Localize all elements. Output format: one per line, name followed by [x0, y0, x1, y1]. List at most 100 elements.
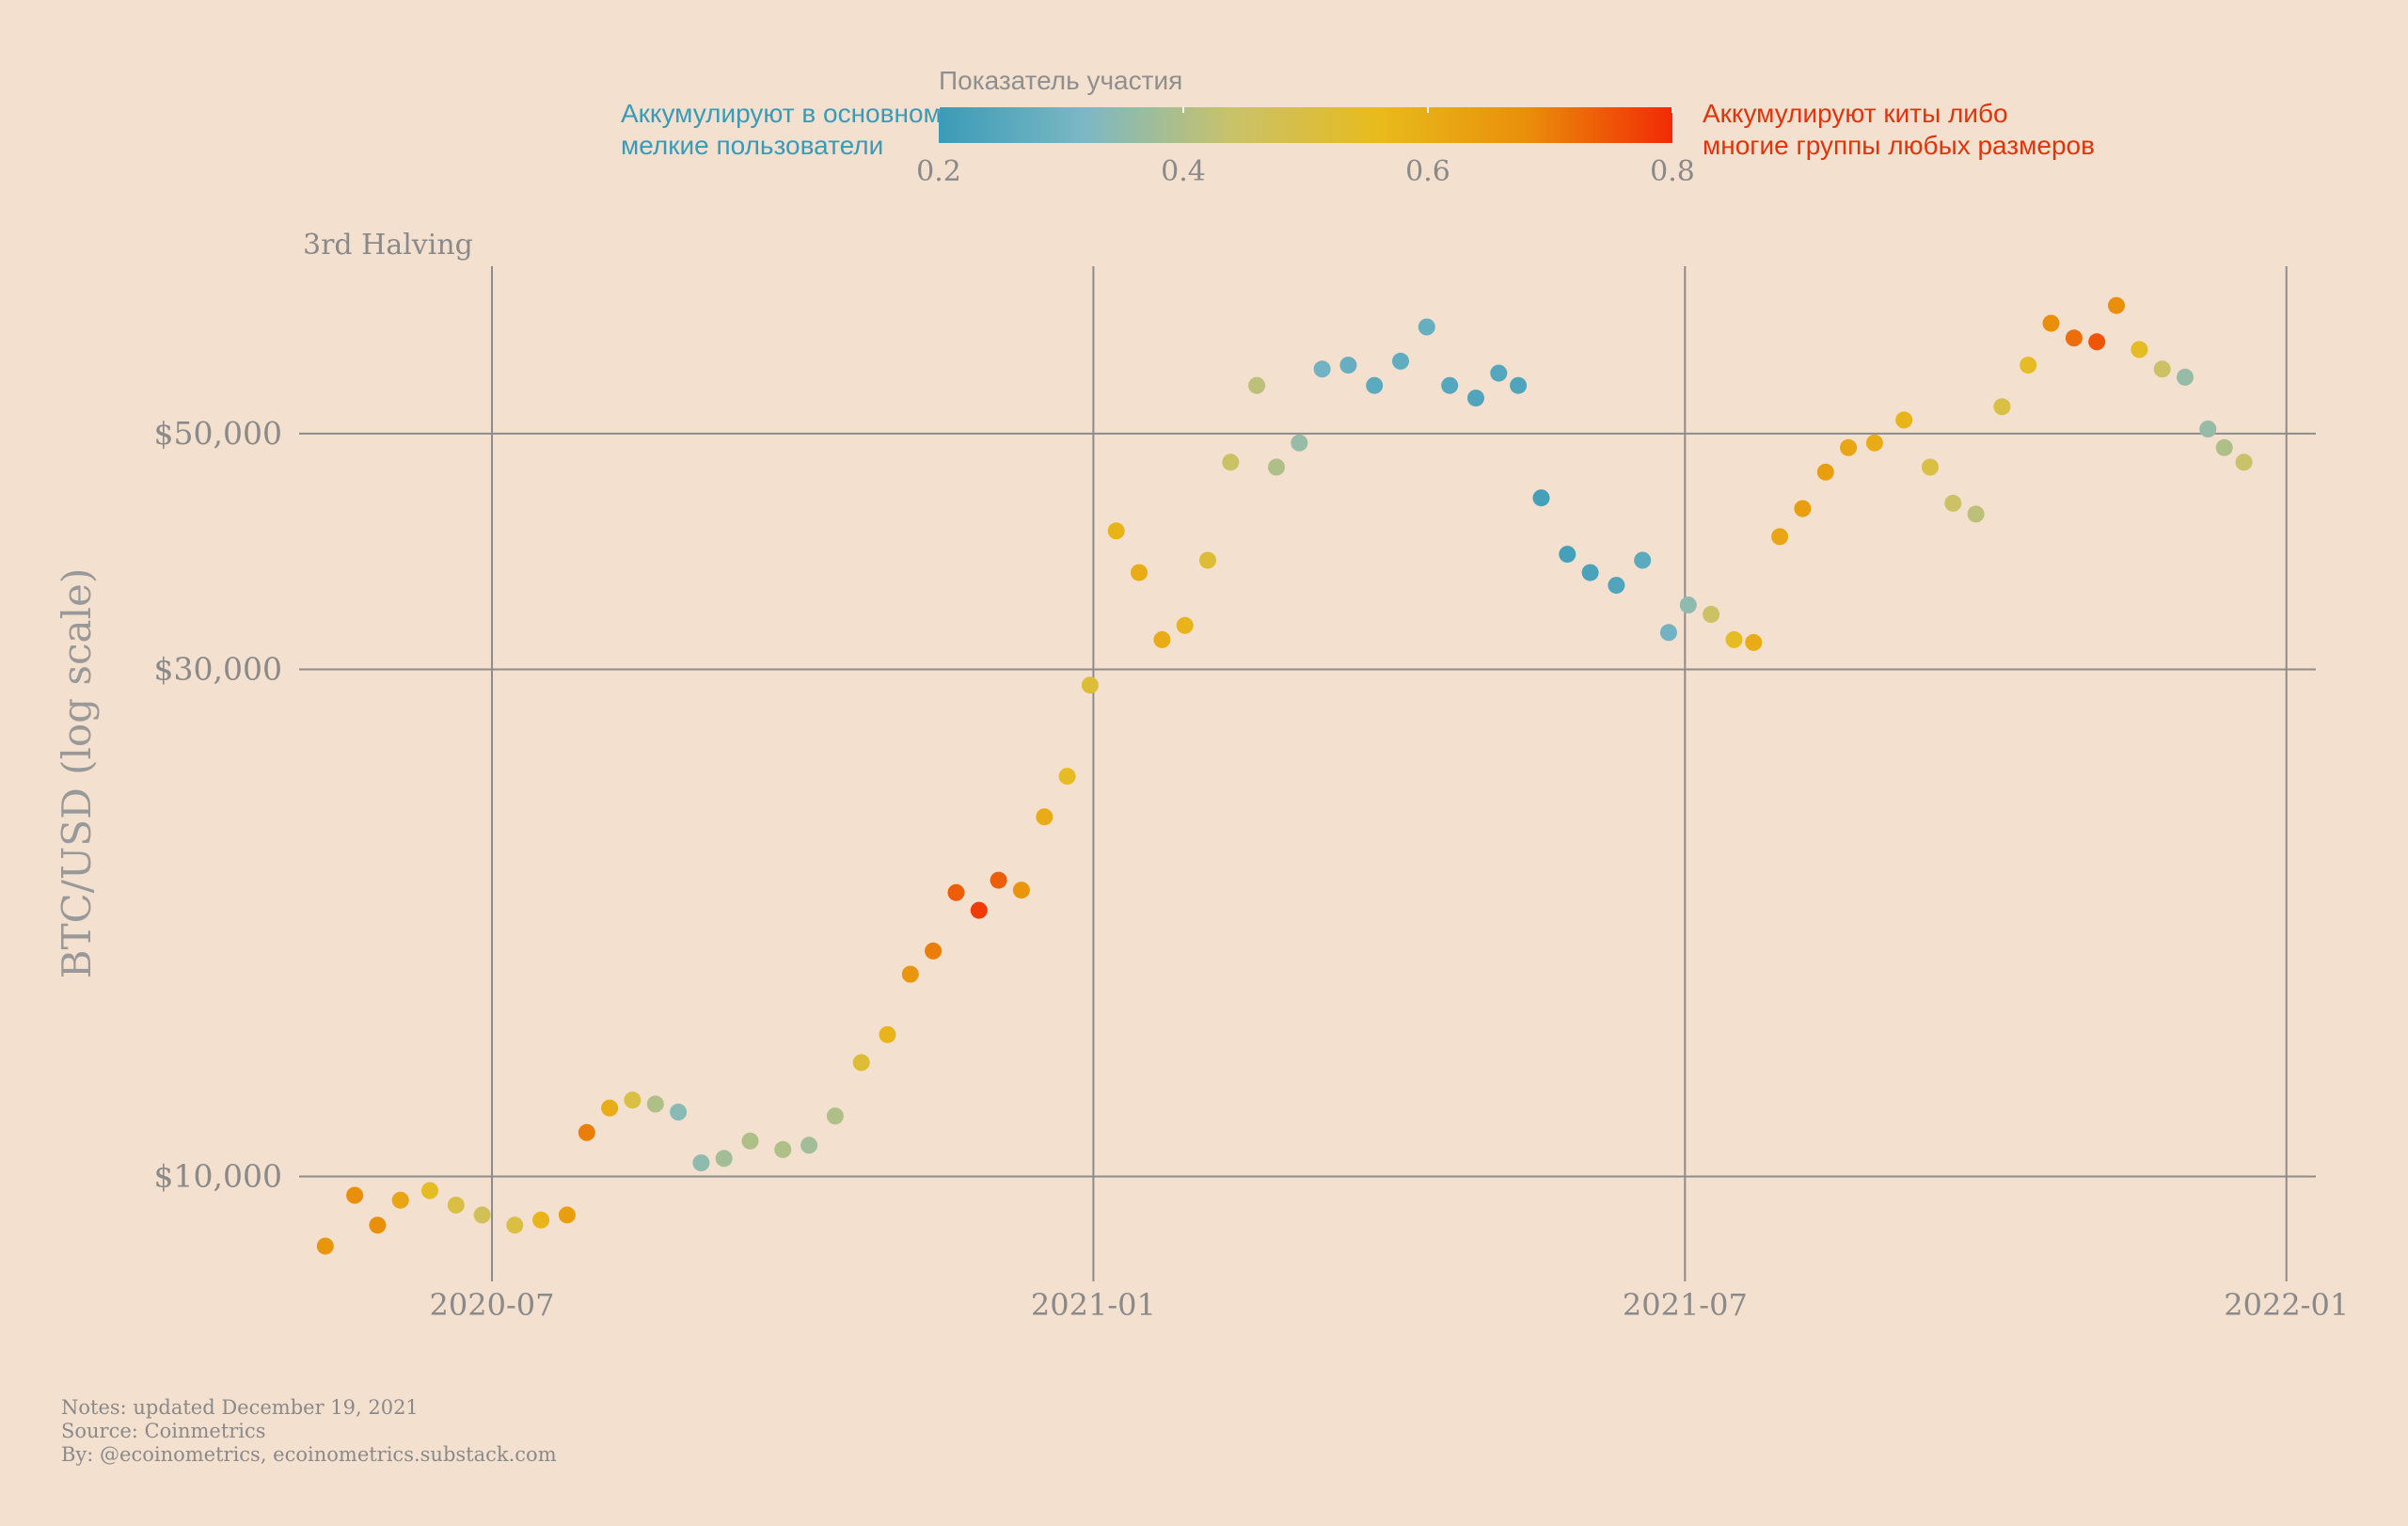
x-tick-label: 2020-07 — [430, 1287, 555, 1323]
scatter-point — [1581, 564, 1599, 581]
scatter-point — [990, 871, 1007, 889]
scatter-point — [947, 883, 965, 901]
scatter-point — [1532, 489, 1550, 507]
scatter-point — [1153, 630, 1171, 648]
scatter-point — [1291, 434, 1308, 452]
scatter-point — [2042, 314, 2060, 332]
scatter-point — [1467, 389, 1484, 407]
scatter-point — [1725, 630, 1743, 648]
scatter-point — [391, 1191, 409, 1209]
scatter-point — [1922, 458, 1939, 476]
scatter-point — [1660, 624, 1677, 642]
scatter-point — [346, 1186, 364, 1204]
scatter-point — [826, 1107, 844, 1125]
scatter-point — [670, 1104, 688, 1121]
scatter-point — [2199, 421, 2217, 437]
scatter-point — [624, 1091, 642, 1109]
x-tick-label: 2021-01 — [1031, 1287, 1156, 1323]
colorbar-tick-label: 0.4 — [1161, 155, 1206, 188]
scatter-point — [1176, 616, 1194, 634]
halving-annotation: 3rd Halving — [303, 229, 473, 262]
scatter-point — [2215, 438, 2233, 456]
x-tick-labels: 2020-07 2021-01 2021-07 2022-01 — [430, 1287, 2350, 1323]
y-tick-label: $30,000 — [154, 651, 282, 688]
scatter-point — [369, 1216, 387, 1234]
scatter-point — [1248, 376, 1266, 394]
colorbar-gradient — [939, 107, 1672, 143]
scatter-point — [578, 1123, 595, 1141]
scatter-point — [1107, 522, 1125, 540]
scatter-point — [2108, 296, 2125, 314]
y-axis-label: BTC/USD (log scale) — [54, 568, 100, 979]
scatter-point — [421, 1182, 438, 1200]
scatter-point — [1634, 551, 1652, 569]
colorbar-low-label: Аккумулируют в основном мелкие пользоват… — [621, 99, 949, 160]
scatter-point — [1490, 364, 1508, 382]
scatter-point — [1036, 808, 1054, 826]
scatter-point — [1993, 398, 2011, 416]
notes-line-2: Source: Coinmetrics — [61, 1420, 266, 1442]
x-tick-label: 2022-01 — [2224, 1287, 2349, 1323]
scatter-point — [1058, 768, 1076, 786]
colorbar-ticks: 0.2 0.4 0.6 0.8 — [916, 107, 1695, 188]
scatter-point — [1816, 463, 1834, 481]
scatter-point — [741, 1132, 759, 1150]
scatter-point — [2153, 360, 2171, 378]
data-points — [316, 296, 2253, 1255]
colorbar-low-label-line-2: мелкие пользователи — [621, 131, 883, 160]
scatter-point — [1895, 411, 1913, 429]
colorbar-low-label-line-1: Аккумулируют в основном — [621, 99, 942, 128]
scatter-point — [1679, 596, 1697, 613]
scatter-point — [1944, 494, 1962, 512]
scatter-point — [2177, 368, 2194, 386]
scatter-point — [1268, 458, 1285, 476]
scatter-point — [532, 1211, 550, 1229]
scatter-point — [1745, 633, 1763, 651]
scatter-point — [1418, 318, 1435, 336]
scatter-point — [1703, 606, 1720, 623]
scatter-point — [1794, 500, 1812, 517]
colorbar-tick-label: 0.2 — [916, 155, 961, 188]
scatter-point — [2235, 453, 2253, 471]
colorbar-high-label-line-1: Аккумулируют киты либо — [1703, 99, 2008, 128]
scatter-point — [800, 1137, 818, 1154]
scatter-point — [1441, 376, 1459, 394]
scatter-point — [1339, 357, 1357, 374]
scatter-point — [715, 1150, 733, 1168]
scatter-point — [473, 1206, 491, 1224]
scatter-point — [970, 901, 988, 919]
scatter-point — [1865, 434, 1883, 452]
scatter-point — [1366, 376, 1384, 394]
colorbar-high-label: Аккумулируют киты либо многие группы люб… — [1703, 99, 2095, 160]
scatter-point — [692, 1154, 710, 1171]
scatter-point — [558, 1206, 576, 1224]
notes-line-3: By: @ecoinometrics, ecoinometrics.substa… — [61, 1443, 557, 1466]
scatter-point — [2065, 329, 2083, 347]
scatter-point — [1392, 352, 1409, 370]
scatter-point — [1840, 438, 1858, 456]
y-tick-label: $10,000 — [154, 1158, 282, 1195]
scatter-point — [506, 1216, 524, 1234]
scatter-point — [601, 1099, 619, 1117]
scatter-point — [852, 1054, 870, 1072]
colorbar-high-label-line-2: многие группы любых размеров — [1703, 131, 2095, 160]
scatter-point — [316, 1237, 334, 1255]
x-tick-label: 2021-07 — [1623, 1287, 1748, 1323]
scatter-point — [1967, 505, 1985, 523]
notes: Notes: updated December 19, 2021 Source:… — [61, 1396, 557, 1466]
scatter-point — [1510, 376, 1528, 394]
scatter-point — [447, 1196, 465, 1214]
scatter-point — [646, 1095, 664, 1113]
scatter-point — [1081, 676, 1099, 694]
scatter-point — [1199, 551, 1216, 569]
scatter-point — [774, 1140, 792, 1158]
scatter-point — [879, 1025, 896, 1043]
scatter-point — [1608, 577, 1625, 595]
scatter-point — [1131, 564, 1148, 581]
y-tick-label: $50,000 — [154, 415, 282, 452]
scatter-point — [1222, 453, 1240, 471]
scatter-point — [1771, 528, 1789, 546]
notes-line-1: Notes: updated December 19, 2021 — [61, 1396, 419, 1419]
scatter-point — [901, 965, 919, 983]
